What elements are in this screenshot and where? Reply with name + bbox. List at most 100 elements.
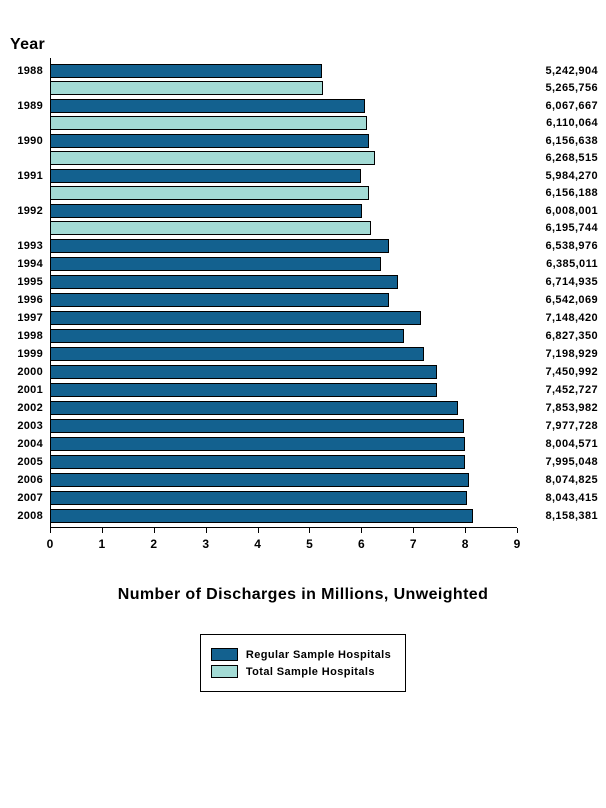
year-tick-label: 2003 [17,420,43,432]
year-tick-label: 1993 [17,240,43,252]
bar-1992 [50,204,362,218]
bar-track [50,401,517,415]
x-tick-label: 7 [409,537,417,551]
bar-1991 [50,169,361,183]
year-tick-label: 1990 [17,135,43,147]
bar-2002 [50,401,458,415]
bar-1998 [50,329,405,343]
bar-2001 [50,383,437,397]
bar-row: 2004 8,004,571 [0,437,606,451]
value-label: 6,195,744 [545,222,598,234]
x-axis: 0 1 2 3 4 5 6 7 8 9 [46,527,520,558]
year-tick-label: 1989 [17,100,43,112]
bar-row: 1997 7,148,420 [0,311,606,325]
bar-1990 [50,134,370,148]
bar-row: 1993 6,538,976 [0,239,606,253]
x-tick [309,528,311,533]
x-tick [101,528,103,533]
x-tick-label: 0 [46,537,54,551]
bar-track [50,134,517,148]
bar-track [50,221,517,235]
bar-1989 [50,116,368,130]
year-tick-label: 2007 [17,492,43,504]
bar-track [50,293,517,307]
year-tick-label: 1997 [17,312,43,324]
x-tick-label: 6 [357,537,365,551]
bar-track [50,347,517,361]
bar-1997 [50,311,421,325]
value-label: 7,198,929 [545,348,598,360]
x-tick [465,528,467,533]
bar-1992 [50,221,372,235]
year-group: 2001 7,452,727 [0,383,606,397]
year-group: 1997 7,148,420 [0,311,606,325]
bar-1988 [50,81,324,95]
legend-items: Regular Sample Hospitals Total Sample Hos… [210,648,392,678]
legend-label: Total Sample Hospitals [245,665,375,678]
bar-row: 6,110,064 [0,116,606,130]
x-tick [153,528,155,533]
bar-row: 1999 7,198,929 [0,347,606,361]
value-label: 7,452,727 [545,384,598,396]
bar-row: 6,156,188 [0,186,606,200]
bar-2008 [50,509,474,523]
bar-track [50,509,517,523]
year-tick-label: 1991 [17,170,43,182]
bar-row: 2007 8,043,415 [0,491,606,505]
year-tick-label: 2005 [17,456,43,468]
bar-row: 2008 8,158,381 [0,509,606,523]
year-group: 1989 6,067,667 6,110,064 [0,99,606,130]
bar-row: 1998 6,827,350 [0,329,606,343]
bar-track [50,169,517,183]
year-tick-label: 2006 [17,474,43,486]
bar-row: 2000 7,450,992 [0,365,606,379]
value-label: 6,156,638 [545,135,598,147]
year-group: 2000 7,450,992 [0,365,606,379]
bar-1996 [50,293,390,307]
bar-row: 1995 6,714,935 [0,275,606,289]
bar-track [50,151,517,165]
bar-track [50,239,517,253]
plot-area: 1988 5,242,904 5,265,756 1989 6,067,667 6,110… [0,58,606,558]
value-label: 7,995,048 [545,456,598,468]
year-group: 2004 8,004,571 [0,437,606,451]
year-group: 1993 6,538,976 [0,239,606,253]
bar-row: 2006 8,074,825 [0,473,606,487]
x-tick [517,528,518,533]
bar-track [50,473,517,487]
legend-label: Regular Sample Hospitals [245,648,392,661]
bar-track [50,116,517,130]
value-label: 6,156,188 [545,187,598,199]
value-label: 6,067,667 [545,100,598,112]
bar-1994 [50,257,382,271]
legend-item: Total Sample Hospitals [210,665,391,678]
year-group: 1990 6,156,638 6,268,515 [0,134,606,165]
x-tick [205,528,207,533]
year-tick-label: 2001 [17,384,43,396]
year-group: 2008 8,158,381 [0,509,606,523]
bar-2005 [50,455,465,469]
bar-row: 1994 6,385,011 [0,257,606,271]
value-label: 7,853,982 [545,402,598,414]
bar-row: 2003 7,977,728 [0,419,606,433]
bar-2000 [50,365,437,379]
year-group: 2002 7,853,982 [0,401,606,415]
bar-1993 [50,239,390,253]
year-group: 2006 8,074,825 [0,473,606,487]
bar-row: 6,195,744 [0,221,606,235]
value-label: 6,110,064 [546,117,598,129]
bar-row: 1990 6,156,638 [0,134,606,148]
year-group: 1988 5,242,904 5,265,756 [0,64,606,95]
bar-1999 [50,347,424,361]
value-label: 5,242,904 [545,65,598,77]
year-tick-label: 1988 [17,65,43,77]
bar-row: 2005 7,995,048 [0,455,606,469]
bar-2003 [50,419,464,433]
year-group: 1996 6,542,069 [0,293,606,307]
bar-track [50,64,517,78]
year-group: 1999 7,198,929 [0,347,606,361]
bar-2004 [50,437,466,451]
value-label: 8,043,415 [545,492,598,504]
value-label: 8,074,825 [545,474,598,486]
year-group: 1994 6,385,011 [0,257,606,271]
